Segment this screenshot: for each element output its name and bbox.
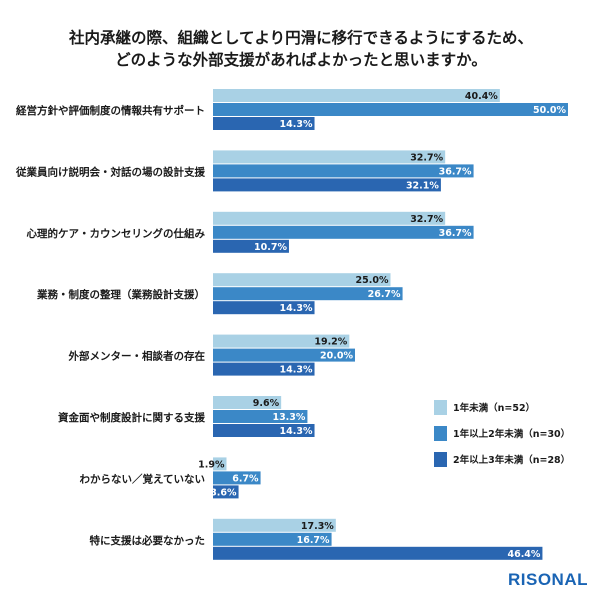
category-label: 従業員向け説明会・対話の場の設計支援 <box>15 165 205 178</box>
bar <box>213 362 315 376</box>
data-label: 32.1% <box>406 180 439 191</box>
data-label: 46.4% <box>507 549 540 560</box>
data-label: 36.7% <box>439 228 472 239</box>
data-label: 14.3% <box>280 426 313 437</box>
data-label: 13.3% <box>272 412 305 423</box>
legend-swatch <box>434 426 447 441</box>
data-label: 32.7% <box>410 214 443 225</box>
bar <box>213 546 543 560</box>
data-label: 14.3% <box>280 119 313 130</box>
chart-title-line-1: 社内承継の際、組織としてより円滑に移行できるようにするため、 <box>68 29 534 47</box>
bar <box>213 211 446 225</box>
data-label: 16.7% <box>297 535 330 546</box>
legend-swatch <box>434 400 447 415</box>
data-label: 17.3% <box>301 521 334 532</box>
category-label: 資金面や制度設計に関する支援 <box>58 411 205 424</box>
data-label: 36.7% <box>439 166 472 177</box>
data-label: 20.0% <box>320 351 353 362</box>
bar <box>213 410 308 423</box>
bar <box>213 457 227 471</box>
data-label: 14.3% <box>280 303 313 314</box>
bar <box>213 532 332 546</box>
category-label: わからない／覚えていない <box>80 472 205 485</box>
category-label: 心理的ケア・カウンセリングの仕組み <box>27 227 206 240</box>
legend-label: 1年未満（n=52） <box>453 402 535 414</box>
category-label: 経営方針や評価制度の情報共有サポート <box>16 104 205 117</box>
data-label: 40.4% <box>465 91 498 102</box>
legend-label: 1年以上2年未満（n=30） <box>453 428 570 440</box>
category-label: 特に支援は必要なかった <box>90 534 206 547</box>
bar <box>213 301 315 315</box>
bar <box>213 117 315 130</box>
bar <box>213 239 289 253</box>
data-label: 3.6% <box>210 487 237 498</box>
data-label: 32.7% <box>410 152 443 163</box>
data-label: 25.0% <box>356 275 389 286</box>
data-label: 10.7% <box>254 242 287 253</box>
bar <box>213 334 350 348</box>
bar <box>213 424 315 437</box>
bar <box>213 89 500 102</box>
data-label: 19.2% <box>314 337 347 348</box>
bar <box>213 348 355 362</box>
chart-title-line-2: どのような外部支援があればよかったと思いますか。 <box>115 51 487 69</box>
bar <box>213 485 239 499</box>
bar <box>213 164 474 178</box>
bar <box>213 396 282 409</box>
bar <box>213 471 261 485</box>
data-label: 50.0% <box>533 105 566 116</box>
bar <box>213 150 446 164</box>
data-label: 9.6% <box>253 398 280 409</box>
data-label: 26.7% <box>368 289 401 300</box>
legend-label: 2年以上3年未満（n=28） <box>453 454 570 466</box>
bar <box>213 287 403 301</box>
data-label: 14.3% <box>280 365 313 376</box>
bar <box>213 178 441 192</box>
bar <box>213 103 568 116</box>
bar <box>213 518 336 532</box>
category-label: 外部メンター・相談者の存在 <box>68 350 206 363</box>
category-label: 業務・制度の整理（業務設計支援） <box>36 288 205 301</box>
data-label: 1.9% <box>198 459 225 470</box>
bar <box>213 273 391 287</box>
bar <box>213 225 474 239</box>
legend-swatch <box>434 452 447 467</box>
data-label: 6.7% <box>232 473 259 484</box>
risonal-logo: RISONAL <box>508 570 588 589</box>
